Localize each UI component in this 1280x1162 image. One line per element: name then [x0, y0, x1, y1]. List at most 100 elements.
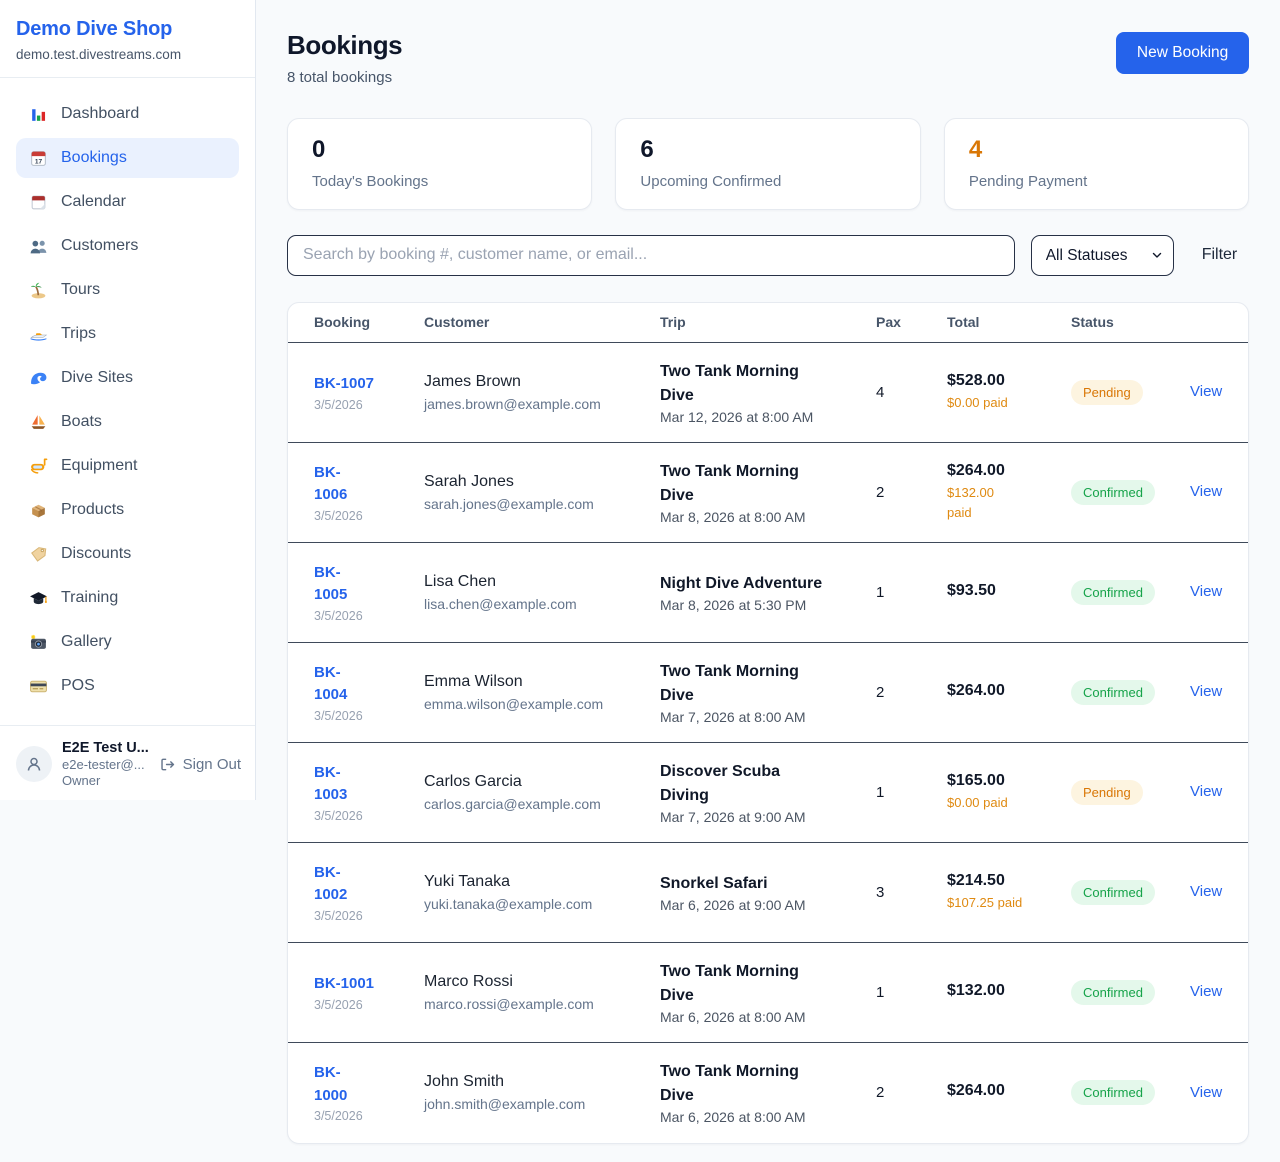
- stat-value: 4: [968, 136, 983, 163]
- view-link[interactable]: View: [1190, 1083, 1223, 1101]
- pax-count: 2: [876, 483, 885, 501]
- status-badge: Confirmed: [1071, 479, 1155, 505]
- sidebar-item-boats[interactable]: Boats: [16, 402, 239, 442]
- table-row: BK- 1004 3/5/2026 Emma Wilson emma.wilson…: [288, 643, 1249, 743]
- sidebar-item-products[interactable]: Products: [16, 490, 239, 530]
- status-badge: Confirmed: [1071, 1080, 1155, 1106]
- column-header-pax: Pax: [876, 314, 901, 331]
- sidebar-item-calendar[interactable]: Calendar: [16, 182, 239, 222]
- sidebar-item-training[interactable]: Training: [16, 578, 239, 618]
- sidebar-item-label: Calendar: [61, 193, 126, 210]
- booking-id-link[interactable]: BK- 1002: [314, 863, 348, 904]
- stat-label: Upcoming Confirmed: [640, 172, 782, 190]
- sidebar-item-label: POS: [61, 677, 95, 694]
- trip-datetime: Mar 6, 2026 at 8:00 AM: [660, 1008, 806, 1025]
- island-icon: [28, 281, 48, 300]
- sidebar-item-discounts[interactable]: Discounts: [16, 534, 239, 574]
- sidebar-item-label: Equipment: [61, 457, 138, 474]
- booking-date: 3/5/2026: [314, 908, 363, 923]
- status-select[interactable]: All Statuses: [1030, 234, 1174, 276]
- booking-id-link[interactable]: BK- 1003: [314, 763, 348, 804]
- table-row: BK-1001 3/5/2026 Marco Rossi marco.rossi…: [288, 943, 1249, 1043]
- customer-email: sarah.jones@example.com: [424, 495, 594, 512]
- view-link[interactable]: View: [1190, 683, 1223, 701]
- customer-name: Lisa Chen: [424, 572, 497, 590]
- total-amount: $528.00: [947, 372, 1005, 390]
- table-row: BK- 1006 3/5/2026 Sarah Jones sarah.jones…: [288, 443, 1249, 543]
- trip-datetime: Mar 6, 2026 at 9:00 AM: [660, 896, 806, 913]
- trip-datetime: Mar 7, 2026 at 9:00 AM: [660, 808, 806, 825]
- booking-id-link[interactable]: BK-1007: [314, 375, 375, 393]
- column-header-customer: Customer: [424, 314, 490, 331]
- view-link[interactable]: View: [1190, 783, 1223, 801]
- booking-id-link[interactable]: BK- 1005: [314, 563, 348, 604]
- status-badge: Confirmed: [1071, 679, 1155, 705]
- sidebar-item-dive-sites[interactable]: Dive Sites: [16, 358, 239, 398]
- sign-out-button[interactable]: Sign Out: [159, 756, 241, 773]
- sidebar-item-bookings[interactable]: 17 Bookings: [16, 138, 239, 178]
- customer-email: marco.rossi@example.com: [424, 995, 594, 1012]
- sidebar-item-gallery[interactable]: Gallery: [16, 622, 239, 662]
- booking-date: 3/5/2026: [314, 508, 363, 523]
- speedboat-icon: [28, 325, 48, 344]
- trip-name: Two Tank Morning Dive: [660, 962, 799, 1004]
- logout-icon: [160, 758, 174, 770]
- customer-email: john.smith@example.com: [424, 1096, 586, 1113]
- booking-id-link[interactable]: BK- 1000: [314, 1064, 348, 1104]
- search-input[interactable]: [287, 234, 1015, 276]
- view-link[interactable]: View: [1190, 583, 1223, 601]
- sidebar-item-label: Bookings: [61, 149, 127, 166]
- diving-mask-icon: [28, 457, 48, 476]
- status-badge: Confirmed: [1071, 879, 1155, 905]
- view-link[interactable]: View: [1190, 483, 1223, 501]
- sidebar-item-tours[interactable]: Tours: [16, 270, 239, 310]
- total-amount: $165.00: [947, 772, 1005, 790]
- booking-id-link[interactable]: BK- 1004: [314, 663, 348, 704]
- trip-name: Discover Scuba Diving: [660, 762, 781, 804]
- stats-row: 0 Today's Bookings 6 Upcoming Confirmed …: [287, 118, 1250, 210]
- sidebar-item-equipment[interactable]: Equipment: [16, 446, 239, 486]
- table-header-row: Booking Customer Trip Pax Total Status: [288, 303, 1249, 343]
- column-header-booking: Booking: [314, 314, 370, 331]
- customer-email: carlos.garcia@example.com: [424, 795, 601, 812]
- trip-name: Night Dive Adventure: [660, 574, 823, 592]
- table-row: BK- 1003 3/5/2026 Carlos Garcia carlos.ga…: [288, 743, 1249, 843]
- trip-name: Two Tank Morning Dive: [660, 362, 799, 404]
- view-link[interactable]: View: [1190, 983, 1223, 1001]
- filter-button[interactable]: Filter: [1190, 246, 1250, 264]
- brand-name[interactable]: Demo Dive Shop: [16, 18, 173, 40]
- sailboat-icon: [28, 413, 48, 432]
- booking-id-link[interactable]: BK-1001: [314, 975, 375, 993]
- sidebar-item-label: Training: [61, 589, 119, 606]
- stat-value: 6: [640, 136, 654, 163]
- view-link[interactable]: View: [1190, 383, 1223, 401]
- column-header-total: Total: [947, 314, 980, 331]
- booking-id-link[interactable]: BK- 1006: [314, 463, 348, 504]
- sidebar-item-pos[interactable]: POS: [16, 666, 239, 706]
- paid-amount: $0.00 paid: [947, 795, 1008, 811]
- pax-count: 3: [876, 883, 885, 901]
- new-booking-button[interactable]: New Booking: [1115, 32, 1250, 74]
- trip-name: Two Tank Morning Dive: [660, 662, 799, 704]
- pax-count: 4: [876, 383, 885, 401]
- credit-card-icon: [28, 677, 48, 696]
- brand-domain: demo.test.divestreams.com: [16, 47, 182, 62]
- table-row: BK- 1005 3/5/2026 Lisa Chen lisa.chen@exa…: [288, 543, 1249, 643]
- sidebar-item-label: Customers: [61, 237, 139, 254]
- sidebar-item-dashboard[interactable]: Dashboard: [16, 94, 239, 134]
- sidebar-item-customers[interactable]: Customers: [16, 226, 239, 266]
- sidebar-item-label: Tours: [61, 281, 101, 298]
- status-badge: Pending: [1071, 379, 1143, 405]
- pax-count: 2: [876, 1084, 885, 1102]
- user-role: Owner: [62, 773, 101, 788]
- pax-count: 1: [876, 583, 885, 601]
- stat-card-upcoming-confirmed: 6 Upcoming Confirmed: [615, 118, 921, 210]
- total-amount: $264.00: [947, 681, 1005, 699]
- booking-date: 3/5/2026: [314, 808, 363, 823]
- bar-chart-icon: [28, 105, 48, 124]
- main-content: Bookings 8 total bookings New Booking 0 …: [256, 0, 1280, 1162]
- sidebar-item-trips[interactable]: Trips: [16, 314, 239, 354]
- view-link[interactable]: View: [1190, 883, 1223, 901]
- status-badge: Confirmed: [1071, 979, 1155, 1005]
